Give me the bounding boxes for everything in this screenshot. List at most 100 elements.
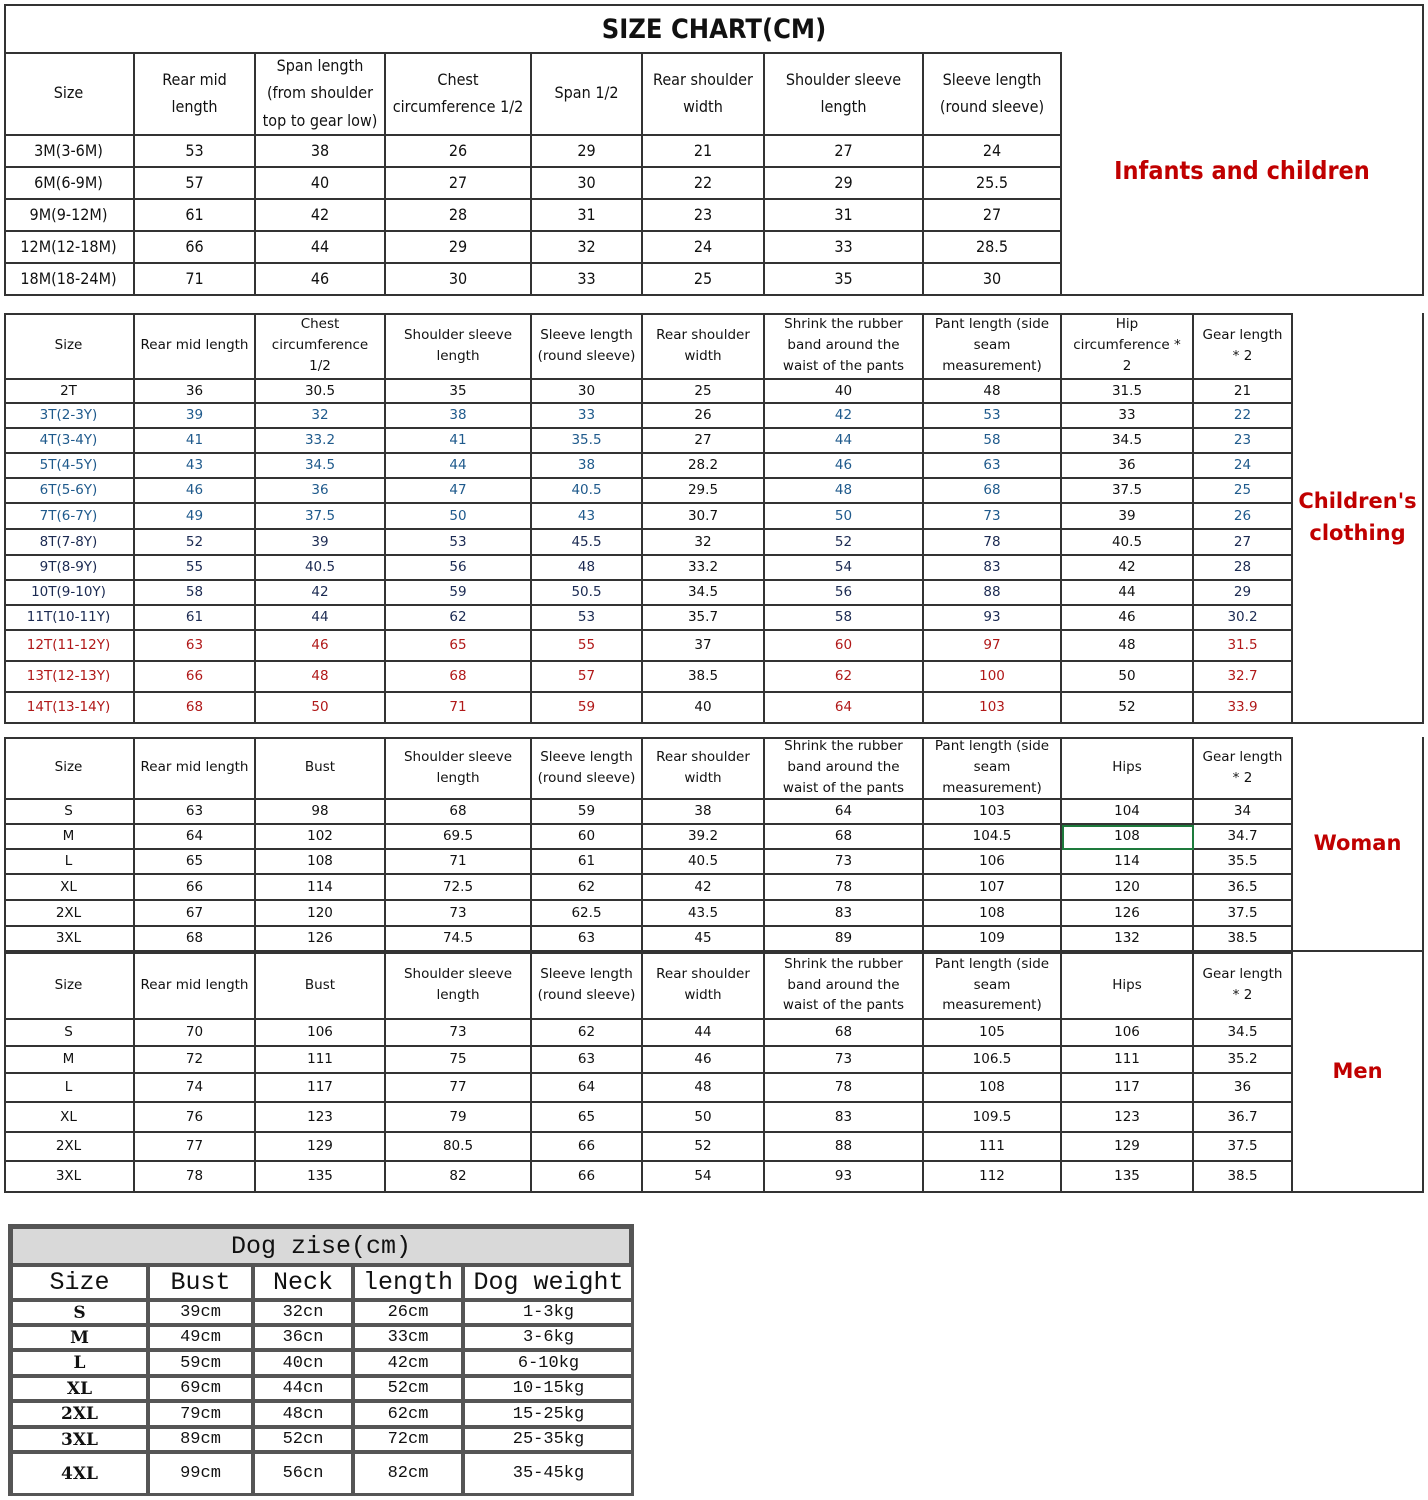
value-cell: 38 — [532, 454, 643, 479]
value-cell: 38 — [256, 136, 386, 168]
value-cell: 102 — [256, 825, 386, 850]
value-cell: 38 — [643, 800, 765, 825]
value-cell: 33.9 — [1194, 693, 1293, 724]
value-cell: 108 — [256, 850, 386, 875]
value-cell: 34 — [1194, 800, 1293, 825]
value-cell: 50 — [386, 504, 532, 530]
value-cell: 75 — [386, 1047, 532, 1074]
value-cell: 35.2 — [1194, 1047, 1293, 1074]
column-header: Rear shoulder width — [643, 313, 765, 380]
men-section-label: Men — [1293, 952, 1424, 1193]
value-cell: 104.5 — [924, 825, 1062, 850]
value-cell: 32.7 — [1194, 662, 1293, 693]
value-cell: 24 — [924, 136, 1062, 168]
column-header: Shrink the rubber band around the waist … — [765, 313, 924, 380]
value-cell: 29 — [1194, 581, 1293, 606]
value-cell: 63 — [135, 800, 256, 825]
value-cell: 59 — [386, 581, 532, 606]
value-cell: 38.5 — [643, 662, 765, 693]
value-cell: 129 — [1062, 1133, 1194, 1162]
value-cell: 61 — [135, 200, 256, 232]
dog-value-cell: 72cm — [353, 1427, 463, 1452]
size-cell: L — [4, 1074, 135, 1103]
value-cell: 62 — [532, 875, 643, 901]
value-cell: 24 — [1194, 454, 1293, 479]
size-cell: XL — [4, 1103, 135, 1133]
size-cell: 4T(3-4Y) — [4, 429, 135, 454]
column-header: Shoulder sleeve length — [386, 737, 532, 800]
value-cell: 66 — [532, 1162, 643, 1193]
value-cell: 44 — [256, 232, 386, 264]
dog-size-cell: 3XL — [11, 1427, 148, 1452]
value-cell: 38.5 — [1194, 927, 1293, 952]
value-cell: 63 — [532, 1047, 643, 1074]
value-cell: 108 — [924, 901, 1062, 927]
value-cell: 28.2 — [643, 454, 765, 479]
value-cell: 98 — [256, 800, 386, 825]
value-cell: 40.5 — [256, 556, 386, 581]
value-cell: 68 — [135, 927, 256, 952]
value-cell: 64 — [765, 800, 924, 825]
value-cell: 52 — [1062, 693, 1194, 724]
value-cell: 73 — [765, 850, 924, 875]
size-cell: 9T(8-9Y) — [4, 556, 135, 581]
dog-value-cell: 52cm — [353, 1376, 463, 1401]
value-cell: 29 — [765, 168, 924, 200]
size-cell: M — [4, 1047, 135, 1074]
column-header: Pant length (side seam measurement) — [924, 952, 1062, 1020]
value-cell: 106.5 — [924, 1047, 1062, 1074]
size-cell: 3XL — [4, 1162, 135, 1193]
value-cell: 77 — [386, 1074, 532, 1103]
value-cell: 63 — [532, 927, 643, 952]
value-cell: 32 — [256, 404, 386, 429]
value-cell: 88 — [924, 581, 1062, 606]
dog-value-cell: 44cn — [253, 1376, 353, 1401]
value-cell: 43 — [532, 504, 643, 530]
value-cell: 64 — [532, 1074, 643, 1103]
infants-section-label: Infants and children — [1062, 52, 1424, 296]
column-header: Pant length (side seam measurement) — [924, 737, 1062, 800]
value-cell: 33.2 — [643, 556, 765, 581]
value-cell: 28 — [1194, 556, 1293, 581]
value-cell: 106 — [924, 850, 1062, 875]
value-cell: 135 — [256, 1162, 386, 1193]
value-cell: 62 — [386, 606, 532, 631]
value-cell: 46 — [135, 479, 256, 504]
dog-size-cell: XL — [11, 1376, 148, 1401]
value-cell: 69.5 — [386, 825, 532, 850]
value-cell: 44 — [765, 429, 924, 454]
value-cell: 42 — [1062, 556, 1194, 581]
value-cell: 67 — [135, 901, 256, 927]
value-cell: 39 — [135, 404, 256, 429]
value-cell: 97 — [924, 631, 1062, 662]
value-cell: 58 — [135, 581, 256, 606]
column-header: Size — [4, 52, 135, 136]
value-cell: 33 — [1062, 404, 1194, 429]
value-cell: 29.5 — [643, 479, 765, 504]
value-cell: 104 — [1062, 800, 1194, 825]
value-cell: 35 — [386, 380, 532, 404]
size-cell: S — [4, 1020, 135, 1047]
dog-value-cell: 1-3kg — [463, 1300, 634, 1325]
value-cell: 103 — [924, 693, 1062, 724]
value-cell: 39 — [1062, 504, 1194, 530]
value-cell: 39.2 — [643, 825, 765, 850]
value-cell: 54 — [765, 556, 924, 581]
column-header: Gear length * 2 — [1194, 952, 1293, 1020]
column-header: Rear mid length — [135, 952, 256, 1020]
value-cell: 24 — [643, 232, 765, 264]
value-cell: 111 — [1062, 1047, 1194, 1074]
column-header: Gear length * 2 — [1194, 737, 1293, 800]
value-cell: 66 — [135, 232, 256, 264]
value-cell: 108 — [1062, 825, 1194, 850]
value-cell: 50 — [643, 1103, 765, 1133]
value-cell: 35.7 — [643, 606, 765, 631]
value-cell: 54 — [643, 1162, 765, 1193]
value-cell: 28 — [386, 200, 532, 232]
value-cell: 34.5 — [1194, 1020, 1293, 1047]
value-cell: 22 — [643, 168, 765, 200]
value-cell: 68 — [765, 825, 924, 850]
value-cell: 30.7 — [643, 504, 765, 530]
size-cell: XL — [4, 875, 135, 901]
value-cell: 43.5 — [643, 901, 765, 927]
